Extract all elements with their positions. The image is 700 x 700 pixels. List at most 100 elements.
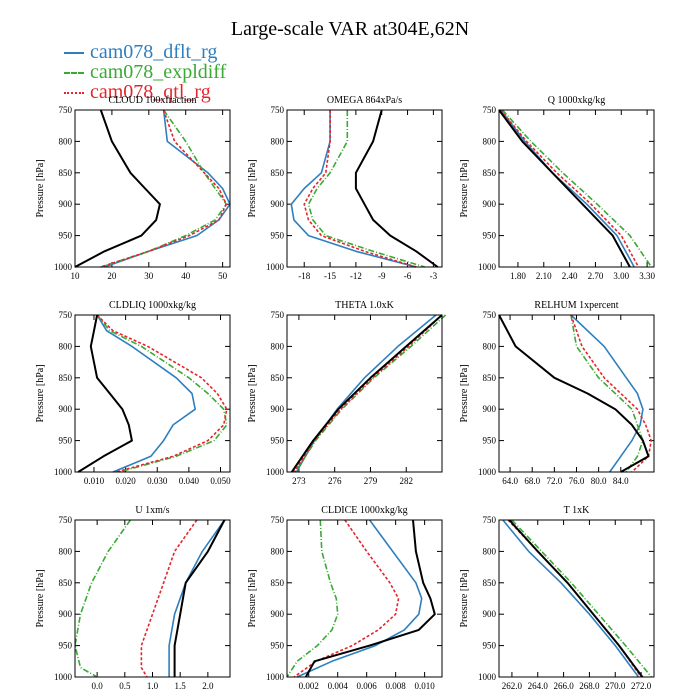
x-tick-label: -9 — [378, 271, 386, 281]
legend-swatch-dflt — [64, 52, 84, 54]
y-tick-label: 900 — [59, 609, 73, 619]
y-tick-label: 950 — [59, 436, 73, 446]
series-line-expldiff — [100, 109, 228, 268]
series-line-expldiff — [307, 110, 426, 268]
y-tick-label: 1000 — [478, 467, 497, 477]
y-axis-label: Pressure [hPa] — [35, 569, 46, 627]
x-tick-label: 68.0 — [524, 476, 540, 486]
y-axis-label: Pressure [hPa] — [247, 569, 258, 627]
plot-frame — [286, 519, 443, 678]
y-tick-label: 1000 — [266, 672, 285, 682]
x-tick-label: 266.0 — [553, 681, 574, 691]
y-tick-label: 1000 — [266, 262, 285, 272]
y-tick-label: 750 — [271, 515, 285, 525]
series-line-expldiff — [501, 109, 653, 268]
series-line-qtl — [303, 110, 417, 268]
x-tick-label: 0.5 — [119, 681, 131, 691]
series-line-obs — [74, 109, 161, 268]
y-tick-label: 850 — [59, 578, 73, 588]
x-tick-label: 273 — [292, 476, 306, 486]
x-tick-label: 40 — [181, 271, 191, 281]
y-tick-label: 1000 — [478, 672, 497, 682]
y-tick-label: 750 — [483, 515, 497, 525]
x-tick-label: 279 — [364, 476, 378, 486]
y-tick-label: 900 — [271, 609, 285, 619]
y-tick-label: 950 — [271, 641, 285, 651]
series-line-expldiff — [74, 519, 132, 678]
x-tick-label: 84.0 — [613, 476, 629, 486]
chart-panel: OMEGA 864xPa/s Pressure [hPa] 750 800 850 900… — [247, 95, 443, 281]
series-line-dflt — [96, 314, 196, 473]
figure-title: Large-scale VAR at304E,62N — [230, 18, 470, 40]
series-line-expldiff — [511, 519, 653, 678]
panel-title: CLOUD 100xfraction — [108, 95, 196, 106]
plot-frame — [286, 314, 443, 473]
x-tick-label: 0.040 — [179, 476, 200, 486]
x-tick-label: 0.030 — [147, 476, 168, 486]
y-tick-label: 850 — [271, 373, 285, 383]
y-axis-label: Pressure [hPa] — [459, 159, 470, 217]
x-tick-label: 262.0 — [502, 681, 523, 691]
y-tick-label: 900 — [271, 404, 285, 414]
series-line-qtl — [96, 314, 228, 473]
y-tick-label: 750 — [271, 310, 285, 320]
plot-frame — [74, 109, 231, 268]
y-tick-label: 850 — [59, 373, 73, 383]
x-tick-label: 3.30 — [639, 271, 655, 281]
y-tick-label: 800 — [59, 341, 73, 351]
legend-label: cam078_qtl_rg — [90, 81, 211, 103]
x-tick-label: 264.0 — [528, 681, 549, 691]
y-tick-label: 1000 — [54, 672, 73, 682]
y-tick-label: 850 — [271, 168, 285, 178]
legend-label: cam078_expldiff — [90, 61, 227, 83]
x-tick-label: 0.010 — [414, 681, 435, 691]
panel-title: T 1xK — [564, 505, 590, 516]
chart-panel: CLDLIQ 1000xkg/kg Pressure [hPa] 750 800 850… — [35, 300, 231, 486]
panel-title: OMEGA 864xPa/s — [327, 95, 402, 106]
series-line-obs — [304, 519, 436, 678]
y-tick-label: 950 — [483, 231, 497, 241]
x-tick-label: 2.10 — [536, 271, 552, 281]
x-tick-label: 270.0 — [605, 681, 626, 691]
x-tick-label: 268.0 — [579, 681, 600, 691]
x-tick-label: 2.70 — [588, 271, 604, 281]
y-tick-label: 850 — [483, 578, 497, 588]
y-axis-label: Pressure [hPa] — [247, 364, 258, 422]
series-line-dflt — [296, 519, 423, 678]
plot-frame — [498, 109, 655, 268]
y-axis-label: Pressure [hPa] — [35, 159, 46, 217]
x-tick-label: 76.0 — [569, 476, 585, 486]
x-tick-label: 0.050 — [210, 476, 231, 486]
y-tick-label: 800 — [271, 546, 285, 556]
chart-panel: CLDICE 1000xkg/kg Pressure [hPa] 750 800 850… — [247, 505, 443, 691]
series-line-obs — [498, 314, 650, 473]
x-tick-label: -6 — [404, 271, 412, 281]
series-line-expldiff — [96, 314, 228, 473]
x-tick-label: 1.5 — [175, 681, 187, 691]
plot-frame — [286, 109, 443, 268]
series-line-dflt — [290, 110, 417, 268]
series-line-dflt — [500, 109, 635, 268]
y-tick-label: 950 — [59, 231, 73, 241]
series-line-qtl — [100, 109, 228, 268]
y-tick-label: 950 — [483, 641, 497, 651]
series-line-obs — [77, 314, 133, 473]
y-axis-label: Pressure [hPa] — [247, 159, 258, 217]
series-line-dflt — [502, 519, 640, 678]
x-tick-label: 0.002 — [299, 681, 319, 691]
y-tick-label: 800 — [483, 341, 497, 351]
x-tick-label: 0.008 — [386, 681, 407, 691]
x-tick-label: 50 — [218, 271, 228, 281]
y-tick-label: 800 — [483, 136, 497, 146]
chart-panel: RELHUM 1xpercent Pressure [hPa] 750 800 850 9… — [459, 300, 655, 486]
chart-panel: Q 1000xkg/kg Pressure [hPa] 750 800 850 900 95… — [459, 95, 655, 281]
series-line-expldiff — [286, 519, 339, 678]
plot-frame — [498, 519, 655, 678]
chart-panel: THETA 1.0xK Pressure [hPa] 750 800 850 900 950… — [247, 300, 447, 486]
panel-title: Q 1000xkg/kg — [548, 95, 606, 106]
x-tick-label: 1.0 — [147, 681, 159, 691]
x-tick-label: 282 — [399, 476, 413, 486]
panel-title: CLDICE 1000xkg/kg — [321, 505, 407, 516]
x-tick-label: 64.0 — [502, 476, 518, 486]
